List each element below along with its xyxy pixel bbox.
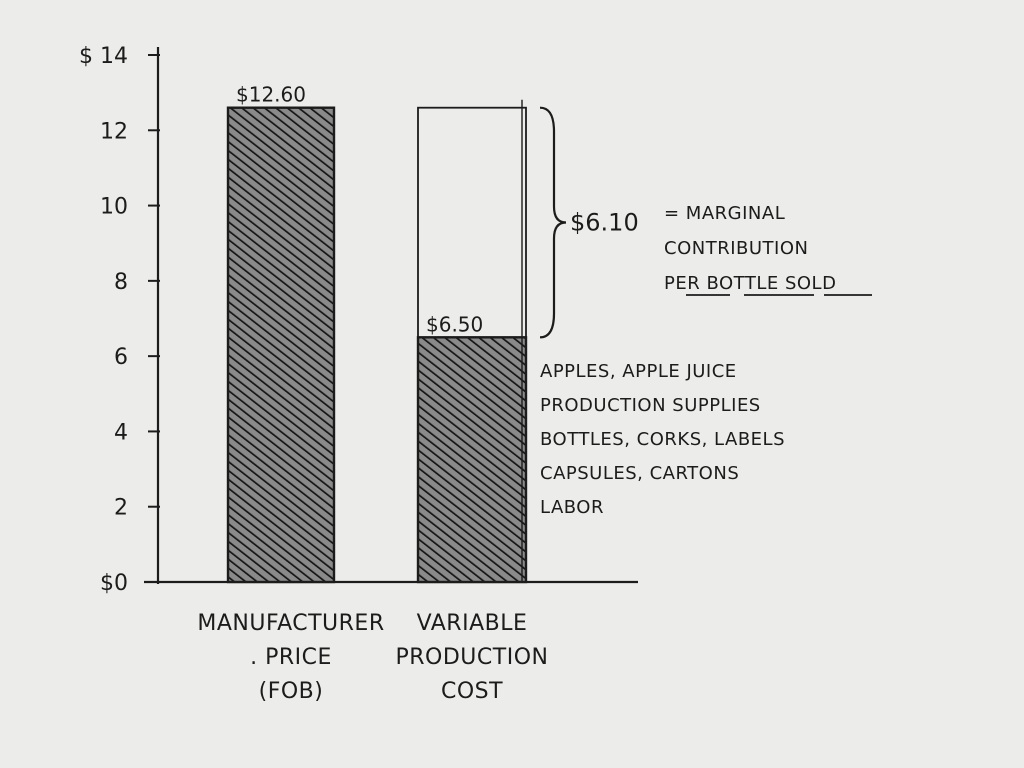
bar-value-label-0: $12.60 (236, 83, 306, 107)
cost-component-1: PRODUCTION SUPPLIES (540, 395, 761, 416)
category-label-1-0: VARIABLE (417, 611, 528, 636)
category-label-0-2: (FOB) (259, 679, 324, 704)
cost-component-0: APPLES, APPLE JUICE (540, 361, 737, 382)
difference-annotation-2: PER BOTTLE SOLD (664, 273, 836, 294)
axes: $0 2 4 6 8 10 12 $ 14 (79, 44, 638, 596)
category-label-0-0: MANUFACTURER (197, 611, 384, 636)
difference-outline (417, 106, 527, 339)
cost-component-4: LABOR (540, 497, 604, 518)
cost-component-3: CAPSULES, CARTONS (540, 463, 739, 484)
y-tick-label-6: 6 (114, 345, 128, 370)
bar-1 (416, 336, 528, 584)
bar-value-label-1: $6.50 (426, 312, 483, 336)
y-tick-label-2: 2 (114, 496, 128, 521)
category-label-0-1: . PRICE (250, 645, 332, 670)
y-tick-label-10: 10 (100, 195, 128, 220)
category-label-1-1: PRODUCTION (396, 645, 549, 670)
difference-brace (539, 106, 567, 339)
difference-label: $6.10 (570, 209, 639, 237)
bars: $12.60 MANUFACTURER . PRICE (FOB) $6.50 VARIA… (197, 83, 548, 704)
annotations: $6.10 = MARGINAL CONTRIBUTION PER BOTTLE SO… (417, 99, 872, 582)
y-tick-label-8: 8 (114, 270, 128, 295)
y-tick-label-12: 12 (100, 119, 128, 144)
bar-0 (226, 106, 336, 584)
difference-annotation-0: = MARGINAL (664, 203, 785, 224)
difference-annotation-1: CONTRIBUTION (664, 238, 808, 259)
y-tick-label-4: 4 (114, 420, 128, 445)
cost-component-2: BOTTLES, CORKS, LABELS (540, 429, 785, 450)
y-tick-label-14: $ 14 (79, 44, 128, 69)
category-label-1-2: COST (441, 679, 503, 704)
y-tick-label-0: $0 (100, 571, 128, 596)
